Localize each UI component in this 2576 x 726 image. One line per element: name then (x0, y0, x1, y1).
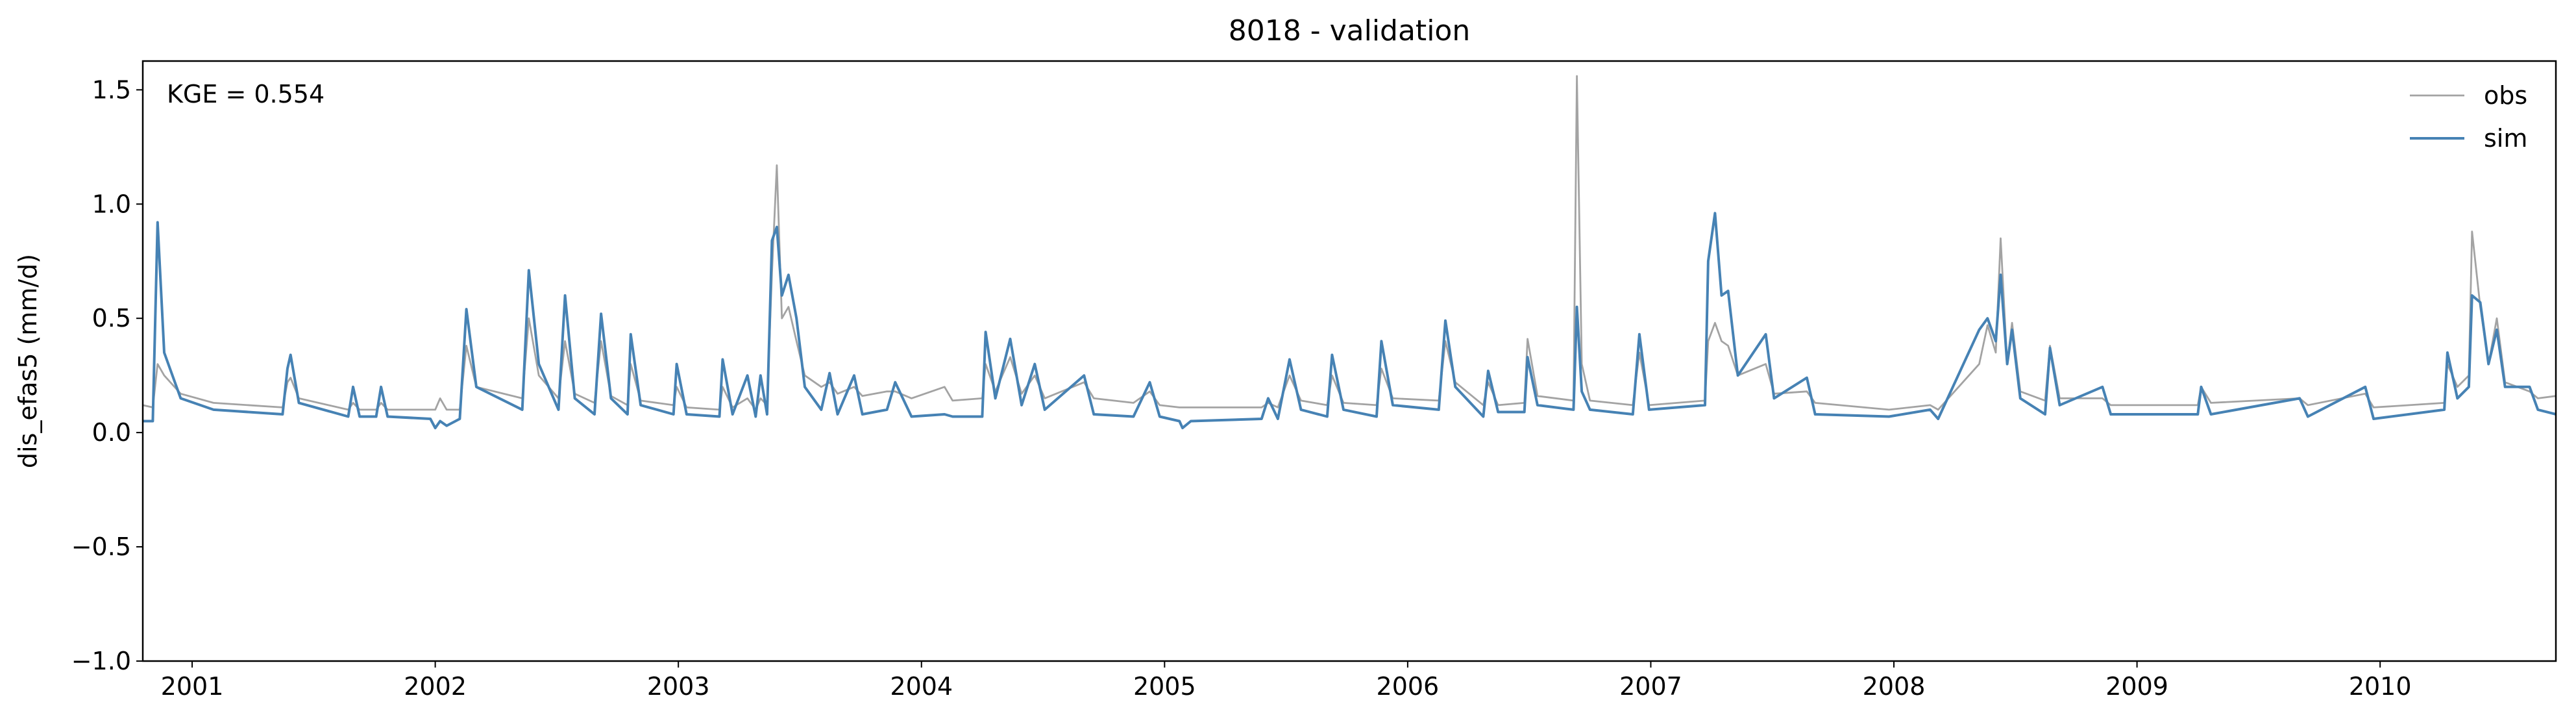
y-tick-label: −0.5 (71, 532, 131, 561)
y-tick-label: −1.0 (71, 647, 131, 675)
series-line (143, 212, 2556, 430)
x-tick-label: 2001 (161, 672, 224, 701)
series-line (143, 75, 2556, 411)
y-axis-label: dis_efas5 (mm/d) (14, 254, 42, 468)
plot-frame (141, 60, 2557, 662)
x-tick-label: 2005 (1133, 672, 1196, 701)
y-tick-label: 0.0 (92, 418, 131, 447)
x-tick-label: 2006 (1377, 672, 1440, 701)
legend-label: sim (2484, 124, 2527, 153)
annotation: KGE = 0.554 (167, 80, 325, 108)
legend-label: obs (2484, 81, 2527, 110)
x-tick-label: 2003 (647, 672, 710, 701)
y-tick-label: 1.5 (92, 75, 131, 104)
x-tick-label: 2007 (1619, 672, 1682, 701)
x-tick-label: 2002 (404, 672, 467, 701)
chart-title: 8018 - validation (1229, 14, 1470, 47)
y-tick-label: 0.5 (92, 304, 131, 332)
x-tick-label: 2008 (1863, 672, 1926, 701)
y-tick-label: 1.0 (92, 190, 131, 218)
x-tick-label: 2009 (2105, 672, 2168, 701)
x-tick-label: 2004 (890, 672, 953, 701)
x-tick-label: 2010 (2349, 672, 2412, 701)
